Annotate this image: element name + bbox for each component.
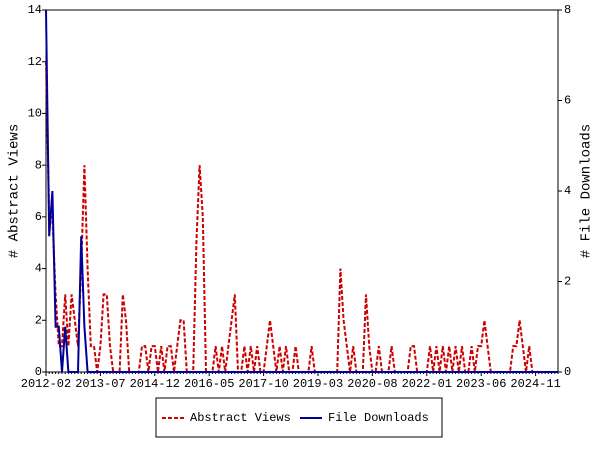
y-tick-label: 2 xyxy=(35,313,42,327)
x-tick-label: 2023-06 xyxy=(456,377,506,391)
legend-label: File Downloads xyxy=(328,411,429,425)
x-tick-label: 2022-01 xyxy=(402,377,452,391)
y-tick-label: 8 xyxy=(35,158,42,172)
x-tick-label: 2024-11 xyxy=(510,377,560,391)
legend-box xyxy=(155,397,443,438)
x-tick-label: 2014-12 xyxy=(130,377,180,391)
series-line xyxy=(45,9,558,373)
y-tick-label: 6 xyxy=(35,210,42,224)
y-tick-label: 0 xyxy=(35,365,42,379)
y-tick-label: 14 xyxy=(28,3,42,17)
x-tick-label: 2013-07 xyxy=(75,377,125,391)
y2-tick-label: 4 xyxy=(564,184,571,198)
series-line xyxy=(45,61,558,373)
legend-label: Abstract Views xyxy=(190,411,291,425)
x-tick-label: 2017-10 xyxy=(238,377,288,391)
y-tick-label: 10 xyxy=(28,107,42,121)
y2-tick-label: 2 xyxy=(564,275,571,289)
x-tick-label: 2020-08 xyxy=(347,377,397,391)
y-tick-label: 12 xyxy=(28,55,42,69)
y2-tick-label: 0 xyxy=(564,365,571,379)
x-tick-label: 2016-05 xyxy=(184,377,234,391)
y-tick-label: 4 xyxy=(35,262,42,276)
x-tick-label: 2012-02 xyxy=(21,377,71,391)
y2-tick-label: 8 xyxy=(564,3,571,17)
plot-area xyxy=(45,9,559,373)
y2-tick-label: 6 xyxy=(564,94,571,108)
y-axis-title: # Abstract Views xyxy=(7,124,23,258)
x-tick-label: 2019-03 xyxy=(293,377,343,391)
y2-axis-title: # File Downloads xyxy=(579,124,595,258)
